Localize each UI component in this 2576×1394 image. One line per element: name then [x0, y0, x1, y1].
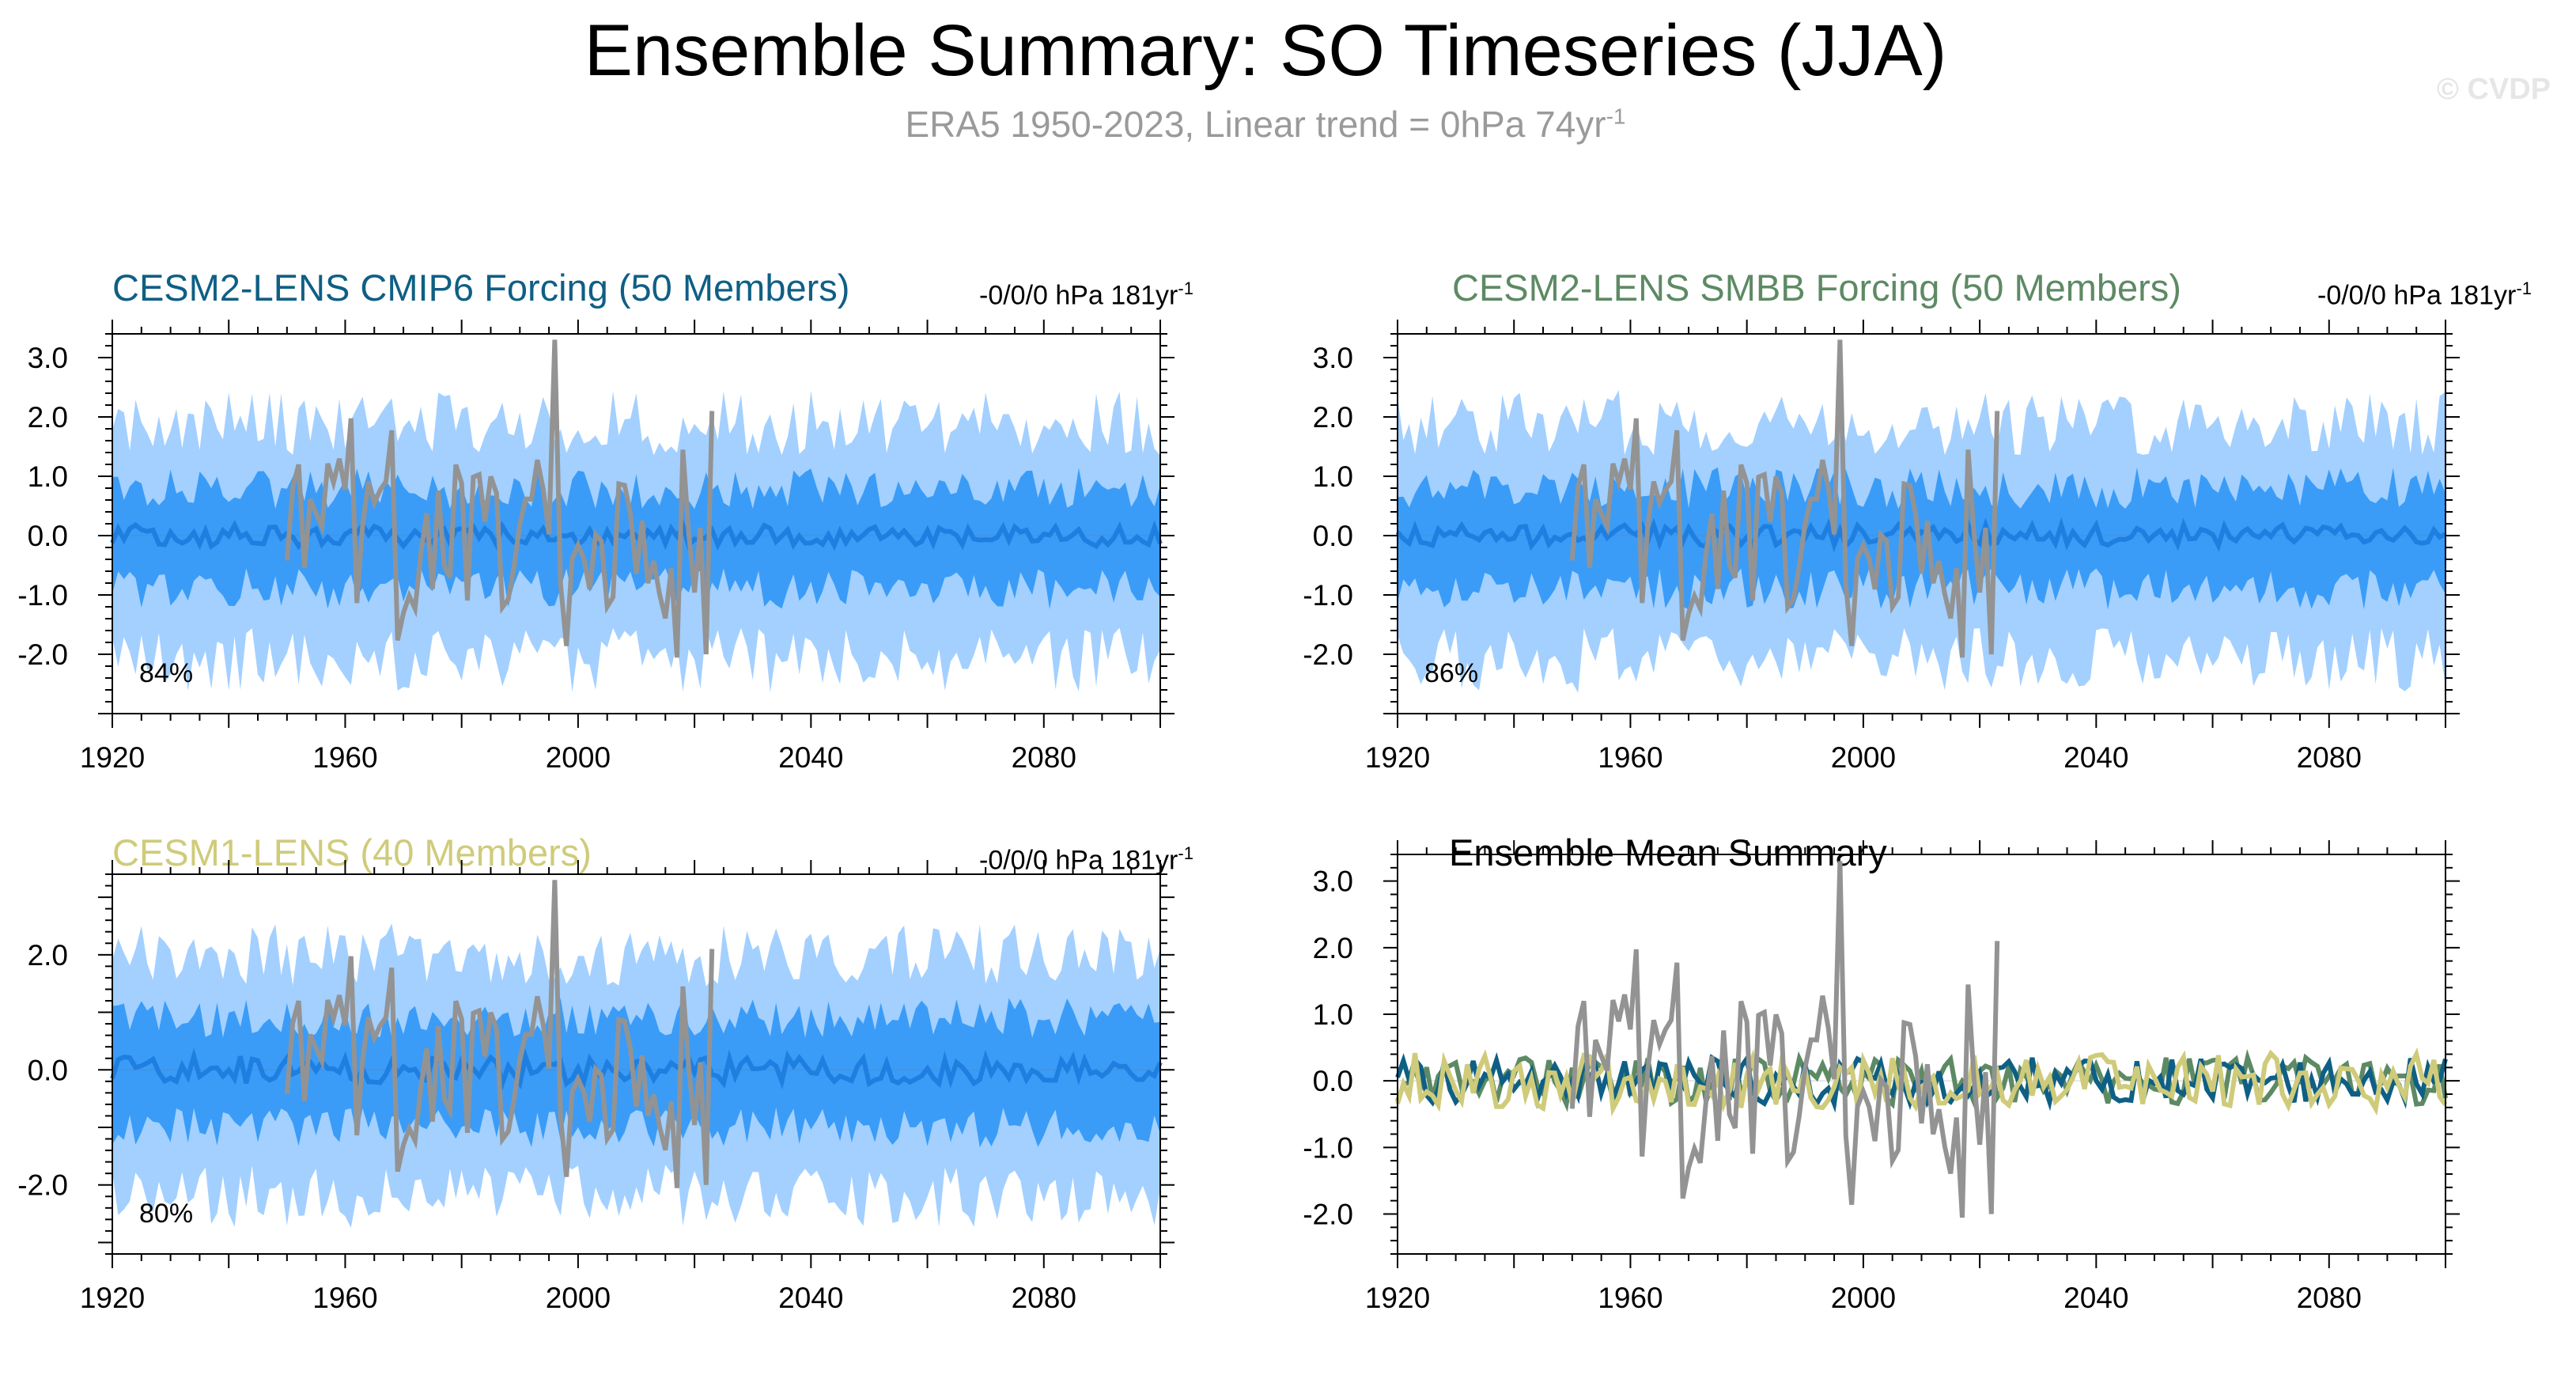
y-tick-label: 0.0 [28, 520, 68, 552]
x-tick-label: 2000 [1831, 741, 1896, 774]
era5-obs-line [1569, 339, 2000, 658]
plot-frame [1397, 854, 2446, 1255]
trend-exponent: -1 [1178, 278, 1193, 298]
trend-text: -0/0/0 hPa 181yr [2317, 280, 2517, 311]
percent-label: 86% [1424, 658, 1478, 688]
x-tick-label: 2040 [778, 741, 843, 774]
panel-trend-cesm1: -0/0/0 hPa 181yr-1 [979, 843, 1193, 876]
y-tick-label: -2.0 [17, 638, 68, 671]
page-subtitle: ERA5 1950-2023, Linear trend = 0hPa 74yr… [0, 103, 2531, 146]
y-tick-label: 0.0 [28, 1054, 68, 1086]
x-tick-label: 2000 [546, 1282, 611, 1314]
panel-trend-cesm2-cmip6: -0/0/0 hPa 181yr-1 [979, 278, 1193, 311]
x-tick-label: 2000 [1831, 1282, 1896, 1314]
subtitle-exponent: -1 [1606, 104, 1626, 129]
x-tick-label: 2040 [2063, 741, 2128, 774]
watermark: © CVDP [2436, 73, 2551, 106]
page-title: Ensemble Summary: SO Timeseries (JJA) [584, 10, 1947, 91]
percent-label: 84% [139, 658, 193, 688]
chart-panel-ensemble-mean-summary: 1920 1960 2000 2040 2080 3.0 2.0 1.0 0.0 -1.0 -2.0 [1303, 840, 2460, 1314]
y-tick-label: -2.0 [1303, 1199, 1353, 1231]
y-tick-label: -1.0 [1303, 579, 1353, 612]
x-tick-label: 1920 [1365, 1282, 1430, 1314]
x-tick-label: 1960 [312, 741, 377, 774]
series-line-era5 [1569, 861, 2000, 1218]
ensemble-range-inner [112, 998, 1160, 1148]
y-tick-label: 0.0 [1313, 520, 1353, 552]
series-line-cesm2-lens-smbb [1395, 1048, 2448, 1112]
trend-exponent: -1 [1178, 843, 1193, 863]
panel-title-ensemble-mean: Ensemble Mean Summary [1449, 831, 1887, 873]
ensemble-mean-line [110, 1047, 1163, 1092]
trend-text: -0/0/0 hPa 181yr [979, 280, 1178, 311]
x-tick-label: 1960 [1598, 1282, 1662, 1314]
percent-label: 80% [139, 1199, 193, 1229]
y-tick-label: 1.0 [1313, 998, 1353, 1031]
era5-obs-line [284, 339, 715, 658]
y-tick-label: -2.0 [1303, 638, 1353, 671]
x-tick-label: 2000 [546, 741, 611, 774]
y-tick-label: -1.0 [17, 579, 68, 612]
y-tick-label: 2.0 [1313, 932, 1353, 964]
y-tick-label: 2.0 [28, 401, 68, 434]
y-tick-label: 1.0 [28, 460, 68, 493]
panel-title-cesm2-smbb: CESM2-LENS SMBB Forcing (50 Members) [1452, 267, 2181, 309]
chart-panel-cesm2-smbb: 86% 1920 1960 2000 2040 2080 3.0 2.0 1.0 0.0 -1.0 -… [1303, 320, 2460, 774]
panel-trend-cesm2-smbb: -0/0/0 hPa 181yr-1 [2317, 278, 2532, 311]
y-tick-label: 3.0 [1313, 342, 1353, 374]
y-tick-label: 1.0 [1313, 460, 1353, 493]
subtitle-text: ERA5 1950-2023, Linear trend = 0hPa 74yr [905, 104, 1606, 145]
x-tick-label: 2080 [1012, 741, 1076, 774]
y-tick-label: -1.0 [1303, 1131, 1353, 1164]
chart-panel-cesm2-cmip6: 84% 1920 1960 2000 2040 2080 3.0 2.0 1.0 0.0 -1.0 -… [17, 320, 1175, 774]
era5-obs-line [284, 880, 715, 1188]
y-tick-label: 3.0 [1313, 866, 1353, 898]
x-tick-label: 1920 [1365, 741, 1430, 774]
x-tick-label: 2040 [778, 1282, 843, 1314]
y-tick-label: -2.0 [17, 1169, 68, 1202]
x-tick-label: 1920 [80, 741, 145, 774]
x-tick-label: 1920 [80, 1282, 145, 1314]
panel-title-cesm1: CESM1-LENS (40 Members) [112, 831, 592, 873]
y-tick-label: 3.0 [28, 342, 68, 374]
x-tick-label: 2080 [2297, 741, 2362, 774]
chart-panel-cesm1: 80% 1920 1960 2000 2040 2080 2.0 0.0 -2.0 [17, 860, 1175, 1314]
y-tick-label: 0.0 [1313, 1065, 1353, 1097]
x-tick-label: 2080 [1012, 1282, 1076, 1314]
y-tick-label: 2.0 [1313, 401, 1353, 434]
x-tick-label: 1960 [312, 1282, 377, 1314]
panel-title-cesm2-cmip6: CESM2-LENS CMIP6 Forcing (50 Members) [112, 267, 850, 309]
trend-text: -0/0/0 hPa 181yr [979, 845, 1178, 876]
x-tick-label: 1960 [1598, 741, 1662, 774]
trend-exponent: -1 [2516, 278, 2532, 298]
x-tick-label: 2080 [2297, 1282, 2362, 1314]
x-tick-label: 2040 [2063, 1282, 2128, 1314]
y-tick-label: 2.0 [28, 939, 68, 972]
